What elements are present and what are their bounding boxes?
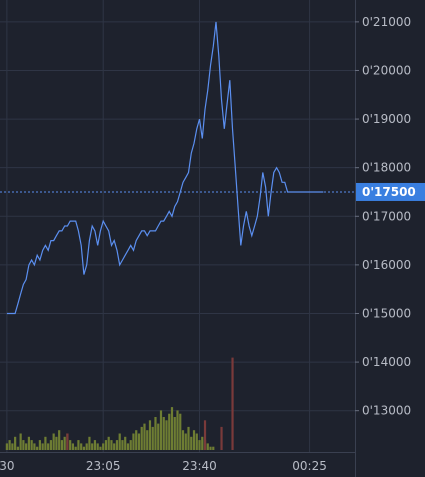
x-tick-label: 00:25 — [292, 459, 327, 473]
volume-bar — [55, 436, 58, 450]
price-axis-panel — [355, 0, 425, 477]
volume-bar — [195, 433, 198, 450]
y-tick-label: 0'19000 — [362, 112, 411, 126]
volume-bar — [220, 426, 223, 450]
current-price-tag — [356, 182, 425, 201]
volume-bar — [209, 446, 212, 450]
volume-bar — [148, 420, 152, 450]
volume-bar — [47, 443, 50, 450]
volume-bar — [30, 440, 33, 450]
volume-bar — [231, 357, 234, 450]
volume-bar — [27, 436, 30, 450]
volume-bar — [126, 443, 130, 450]
volume-bar — [52, 433, 55, 450]
volume-bar — [113, 443, 116, 450]
volume-bar — [80, 443, 83, 450]
x-tick-label: 23:05 — [86, 459, 121, 473]
volume-bar — [165, 420, 168, 450]
volume-bar — [49, 440, 53, 450]
volume-bar — [170, 407, 174, 450]
volume-bar — [91, 443, 94, 450]
volume-bar — [77, 440, 80, 450]
volume-bar — [107, 436, 110, 450]
volume-bar — [118, 433, 121, 450]
x-tick-label: 23:40 — [182, 459, 217, 473]
volume-bar — [154, 417, 157, 450]
volume-bar — [41, 443, 44, 450]
volume-bar — [146, 430, 149, 450]
volume-bar — [124, 436, 127, 450]
current-price-label: 0'17500 — [362, 185, 416, 199]
volume-bar — [38, 440, 42, 450]
volume-bar — [176, 410, 179, 450]
volume-bar — [143, 423, 146, 450]
volume-bar — [74, 446, 77, 450]
y-tick-label: 0'18000 — [362, 161, 411, 175]
volume-bar — [206, 443, 209, 450]
volume-bar — [44, 436, 47, 450]
volume-bar — [66, 433, 69, 450]
volume-bar — [14, 436, 17, 450]
volume-bar — [135, 430, 138, 450]
volume-bar — [71, 443, 75, 450]
volume-bar — [99, 446, 102, 450]
volume-bar — [33, 443, 36, 450]
volume-bar — [82, 446, 86, 450]
volume-bar — [115, 440, 119, 450]
volume-bar — [190, 436, 193, 450]
volume-bar — [184, 433, 187, 450]
volume-bar — [19, 433, 22, 450]
y-tick-label: 0'15000 — [362, 306, 411, 320]
volume-bar — [212, 446, 215, 450]
y-tick-label: 0'13000 — [362, 404, 411, 418]
volume-bar — [137, 433, 141, 450]
volume-bar — [173, 417, 176, 450]
volume-bar — [157, 423, 160, 450]
volume-bar — [187, 426, 190, 450]
x-tick-label: 30 — [0, 459, 15, 473]
volume-bar — [22, 440, 25, 450]
volume-bar — [201, 436, 204, 450]
volume-bar — [93, 440, 97, 450]
volume-bar — [132, 433, 135, 450]
volume-bar — [168, 413, 171, 450]
y-tick-label: 0'16000 — [362, 258, 411, 272]
volume-bar — [129, 440, 132, 450]
volume-bar — [198, 440, 201, 450]
volume-bar — [151, 426, 154, 450]
price-line — [6, 21, 324, 315]
y-tick-label: 0'14000 — [362, 355, 411, 369]
volume-bar — [85, 443, 88, 450]
volume-bar — [181, 430, 185, 450]
volume-bar — [88, 436, 91, 450]
volume-bar — [36, 446, 39, 450]
volume-bar — [16, 446, 19, 450]
volume-bar — [203, 420, 207, 450]
volume-bar — [104, 440, 108, 450]
volume-bar — [69, 440, 72, 450]
volume-bar — [102, 443, 105, 450]
volume-bar — [58, 430, 61, 450]
y-tick-label: 0'20000 — [362, 63, 411, 77]
volume-bar — [192, 430, 196, 450]
volume-bar — [140, 426, 143, 450]
volume-bar — [60, 440, 64, 450]
volume-bar — [63, 436, 66, 450]
volume-bar — [179, 413, 182, 450]
volume-bar — [11, 443, 14, 450]
y-tick-label: 0'17000 — [362, 209, 411, 223]
volume-bar — [121, 440, 124, 450]
volume-bar — [162, 417, 165, 450]
volume-bar — [159, 410, 163, 450]
y-tick-label: 0'21000 — [362, 15, 411, 29]
volume-bar — [5, 443, 8, 450]
volume-bar — [96, 443, 99, 450]
volume-bar — [8, 440, 11, 450]
volume-bar — [110, 440, 113, 450]
volume-bar — [25, 443, 28, 450]
